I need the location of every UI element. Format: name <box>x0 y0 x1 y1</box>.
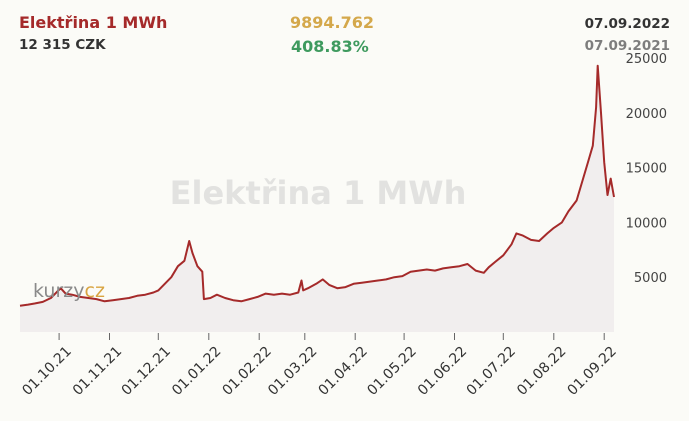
logo-suffix: cz <box>85 280 105 302</box>
x-tick-label: 01.09.22 <box>565 343 620 398</box>
line-layer <box>19 64 615 307</box>
y-tick-label: 25000 <box>626 52 667 67</box>
kurzy-logo: kurzycz <box>33 280 105 302</box>
x-tick-label: 01.11.21 <box>70 343 125 398</box>
current-date: 07.09.2022 <box>584 16 670 32</box>
previous-date: 07.09.2021 <box>584 38 670 54</box>
x-tick-label: 01.12.21 <box>119 343 174 398</box>
price-czk: 12 315 CZK <box>19 37 106 53</box>
chart-title: Elektřina 1 MWh <box>19 13 168 32</box>
y-axis: 5000 10000 15000 20000 25000 <box>626 52 667 286</box>
x-tick-label: 01.05.22 <box>364 343 419 398</box>
x-tick-label: 01.10.21 <box>19 343 74 398</box>
x-tick-label: 01.02.22 <box>220 343 275 398</box>
y-tick-label: 20000 <box>626 107 667 122</box>
y-tick-label: 10000 <box>626 216 667 231</box>
logo-main: kurzy <box>33 280 85 302</box>
x-tick-label: 01.07.22 <box>464 343 519 398</box>
y-tick-label: 5000 <box>634 271 667 286</box>
x-tick-label: 01.06.22 <box>415 343 470 398</box>
x-tick-label: 01.01.22 <box>169 343 224 398</box>
x-tick-label: 01.03.22 <box>265 343 320 398</box>
chart-watermark: Elektřina 1 MWh <box>170 174 467 212</box>
change-value: 9894.762 <box>290 13 375 32</box>
x-axis: 01.10.2101.11.2101.12.2101.01.2201.02.22… <box>19 333 620 399</box>
series-line <box>19 64 615 307</box>
x-tick-label: 01.08.22 <box>514 343 569 398</box>
change-percent: 408.83% <box>291 37 369 56</box>
x-tick-label: 01.04.22 <box>316 343 371 398</box>
y-tick-label: 15000 <box>626 162 667 177</box>
